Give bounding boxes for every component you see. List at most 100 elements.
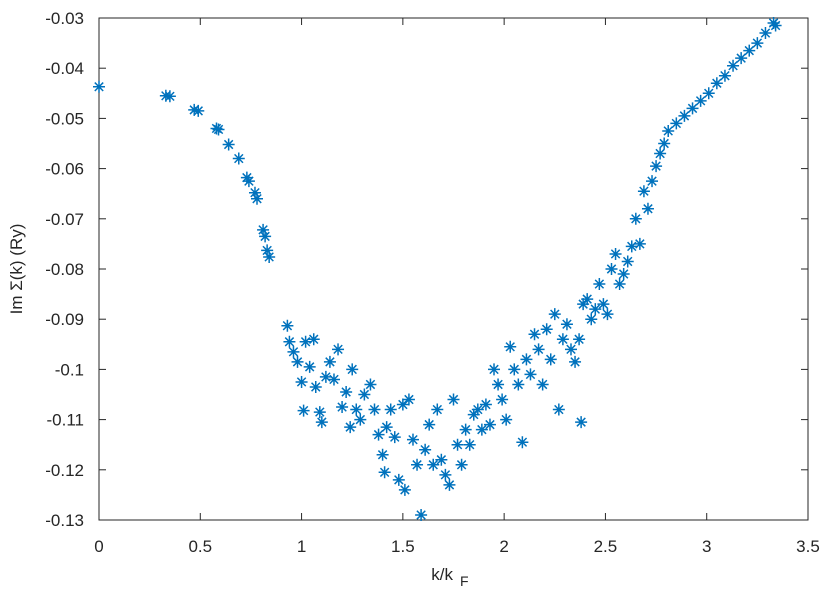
data-point: [658, 137, 671, 150]
data-point: [427, 458, 440, 471]
y-tick-label: -0.06: [45, 160, 84, 179]
data-point: [769, 19, 782, 32]
data-point: [346, 363, 359, 376]
data-point: [406, 433, 419, 446]
data-point: [251, 192, 264, 205]
data-point: [694, 94, 707, 107]
x-axis-label-subscript: F: [460, 573, 469, 589]
data-point: [358, 388, 371, 401]
data-point: [650, 160, 663, 173]
data-point: [259, 230, 272, 243]
data-point: [398, 483, 411, 496]
data-point: [467, 408, 480, 421]
data-point: [508, 363, 521, 376]
x-tick-label: 2: [499, 537, 508, 556]
data-point: [548, 308, 561, 321]
data-point: [718, 69, 731, 82]
data-point: [248, 186, 261, 199]
data-point: [368, 403, 381, 416]
data-point: [569, 355, 582, 368]
data-point: [402, 393, 415, 406]
data-point: [222, 138, 235, 151]
x-tick-label: 1: [297, 537, 306, 556]
data-point: [307, 333, 320, 346]
data-point: [212, 123, 225, 136]
data-point: [309, 380, 322, 393]
y-tick-label: -0.13: [45, 511, 84, 530]
data-point: [500, 413, 513, 426]
data-point: [516, 436, 529, 449]
data-point: [625, 240, 638, 253]
data-point: [520, 353, 533, 366]
data-point: [463, 438, 476, 451]
data-point: [411, 458, 424, 471]
data-point: [662, 124, 675, 137]
data-point: [496, 393, 509, 406]
y-tick-label: -0.12: [45, 461, 84, 480]
data-point: [483, 418, 496, 431]
data-point: [372, 428, 385, 441]
data-point: [727, 59, 740, 72]
x-tick-label: 3: [702, 537, 711, 556]
data-point: [93, 80, 105, 93]
data-point: [492, 378, 505, 391]
data-point: [646, 175, 659, 188]
y-tick-label: -0.09: [45, 310, 84, 329]
data-point: [439, 468, 452, 481]
data-point: [299, 335, 312, 348]
data-point: [488, 363, 501, 376]
data-point: [633, 237, 646, 250]
data-point: [291, 355, 304, 368]
y-tick-label: -0.08: [45, 260, 84, 279]
data-point: [605, 263, 618, 275]
data-point: [443, 478, 456, 491]
data-point: [188, 103, 201, 116]
data-point: [670, 117, 683, 130]
data-point: [601, 308, 614, 321]
data-point: [637, 185, 650, 198]
data-point: [163, 90, 176, 103]
y-tick-label: -0.1: [55, 360, 84, 379]
data-point: [585, 313, 598, 326]
data-point: [435, 453, 448, 466]
data-point: [593, 278, 606, 291]
data-point: [455, 458, 468, 471]
data-point: [564, 343, 577, 356]
data-point: [735, 52, 748, 65]
data-point: [479, 398, 492, 411]
x-tick-label: 0.5: [188, 537, 212, 556]
data-point: [257, 223, 270, 236]
data-point: [524, 368, 537, 381]
data-point: [384, 403, 397, 416]
data-point: [344, 421, 357, 434]
data-point: [378, 466, 391, 479]
data-point: [354, 413, 367, 426]
data-point: [396, 398, 409, 411]
data-point: [686, 102, 699, 115]
data-point: [242, 175, 255, 188]
data-point: [340, 385, 353, 398]
data-point: [192, 104, 205, 117]
data-point: [232, 152, 245, 165]
data-point: [556, 333, 569, 346]
data-point: [388, 431, 401, 444]
x-tick-label: 0: [94, 537, 103, 556]
data-point: [678, 109, 691, 122]
data-point: [240, 171, 253, 184]
data-point: [459, 423, 472, 436]
data-point: [710, 77, 723, 90]
x-axis-label: k/k: [431, 565, 453, 584]
data-point: [532, 343, 545, 356]
data-point: [281, 319, 294, 332]
data-point: [327, 373, 340, 386]
data-point: [303, 360, 316, 373]
data-point: [313, 406, 326, 419]
data-point: [702, 87, 715, 100]
data-point: [287, 345, 300, 358]
data-point: [332, 343, 345, 356]
x-tick-label: 1.5: [391, 537, 415, 556]
data-point: [423, 418, 436, 431]
data-point: [263, 250, 276, 263]
data-point: [613, 278, 626, 291]
